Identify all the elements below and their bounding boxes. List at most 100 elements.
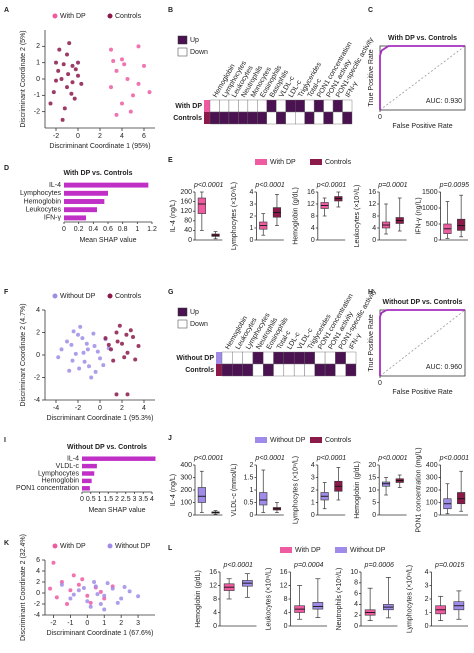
heat-cell: [304, 351, 315, 365]
heat-cell: [276, 99, 286, 113]
y-tick-label: -2: [34, 109, 40, 116]
y-tick-label: 400: [426, 462, 438, 469]
heat-cell: [266, 111, 277, 125]
box: [457, 218, 466, 231]
x-tick-label: 0: [80, 496, 84, 503]
point: [136, 344, 141, 348]
y-tick-label: 4: [372, 225, 376, 232]
point: [59, 582, 64, 587]
x-tick-label: 0.2: [74, 226, 84, 233]
point: [109, 85, 113, 90]
y-axis-label: Discriminant Coordinate 2 (32.4%): [20, 534, 27, 641]
point: [82, 359, 87, 364]
y-tick-label: PON1 concentration: [16, 485, 79, 492]
y-tick-label: 1500: [422, 189, 438, 196]
point: [68, 596, 73, 601]
y-tick-label: 1: [249, 225, 253, 232]
y-tick-label: 3: [425, 582, 429, 589]
heat-cell: [304, 111, 315, 125]
point: [122, 62, 127, 67]
point: [98, 356, 102, 361]
x-tick-label: 2: [115, 496, 119, 503]
y-tick-label: 8: [311, 213, 315, 220]
heat-cell: [324, 351, 336, 365]
panel-letter: K: [4, 540, 9, 547]
point: [56, 355, 61, 360]
point: [70, 63, 75, 68]
y-tick-label: -4: [34, 612, 40, 619]
diagonal: [379, 309, 466, 377]
y-tick-label: Hemoglobin: [24, 198, 61, 205]
point: [91, 331, 96, 336]
panel-letter: B: [168, 7, 173, 14]
y-tick-label: 8: [372, 213, 376, 220]
y-tick-label: 200: [180, 487, 192, 494]
heat-cell: [273, 363, 285, 377]
y-tick-label: 20: [368, 462, 376, 469]
x-tick-label: 2: [98, 133, 102, 140]
box: [197, 487, 206, 503]
y-axis-label: Discriminant Coordinate 2 (5%): [20, 30, 27, 127]
point: [70, 358, 75, 363]
y-tick-label: 0.5: [244, 499, 254, 506]
bar: [64, 215, 86, 221]
x-tick-label: -2: [75, 405, 81, 412]
point: [102, 607, 107, 612]
point: [62, 106, 67, 111]
annotation: p=0.0001: [377, 182, 407, 189]
diagonal: [379, 45, 466, 111]
legend-swatch: [255, 159, 267, 165]
heat-cell: [323, 99, 334, 113]
point: [61, 62, 66, 67]
y-tick-label: Leukocytes: [26, 207, 62, 214]
point: [114, 112, 119, 117]
y-tick-label: 1: [36, 60, 40, 67]
y-axis-label: True Positive Rate: [368, 314, 375, 371]
y-tick-label: 2: [36, 43, 40, 50]
point: [95, 592, 100, 597]
annotation: p=0.0015: [434, 562, 464, 569]
x-tick-label: 0: [62, 226, 66, 233]
y-tick-label: 12: [368, 201, 376, 208]
heat-cell: [209, 111, 220, 125]
y-tick-label: 16: [307, 189, 315, 196]
y-tick-label: Lymphocytes: [20, 190, 61, 197]
y-tick-label: 3: [249, 201, 253, 208]
point: [59, 77, 64, 81]
point: [76, 588, 81, 593]
y-tick-label: 0: [36, 590, 40, 597]
point: [81, 350, 86, 355]
annotation: p<0.0001: [193, 455, 223, 462]
heat-cell: [314, 351, 326, 365]
x-tick-label: 2: [120, 405, 124, 412]
box: [197, 197, 206, 214]
y-tick-label: 4: [284, 609, 288, 616]
point: [65, 52, 69, 57]
legend-swatch: [177, 307, 188, 317]
heat-cell: [252, 363, 264, 377]
point: [93, 584, 98, 589]
point: [120, 57, 124, 62]
point: [102, 593, 107, 598]
y-tick-label: 0: [188, 237, 192, 244]
heat-cell: [247, 111, 258, 125]
point: [66, 72, 71, 77]
y-tick-label: 160: [180, 198, 192, 205]
x-tick-label: 1: [135, 226, 139, 233]
point: [85, 599, 90, 604]
heat-cell: [293, 351, 305, 365]
point: [119, 596, 124, 601]
heat-cell: [314, 363, 326, 377]
x-axis-label: Discriminant Coordinate 1 (95%): [49, 143, 150, 150]
y-tick-label: 1: [425, 609, 429, 616]
y-tick-label: 200: [180, 189, 192, 196]
point: [85, 593, 90, 598]
heat-cell: [295, 111, 305, 125]
x-axis-label: Discriminant Coordinate 1 (67.6%): [47, 630, 154, 637]
y-tick-label: 4: [311, 462, 315, 469]
point: [89, 375, 94, 380]
y-tick-label: 4: [249, 189, 253, 196]
x-axis-label: Mean SHAP value: [88, 507, 145, 514]
y-tick-label: 3: [311, 474, 315, 481]
annotation: p=0.0004: [293, 562, 323, 569]
